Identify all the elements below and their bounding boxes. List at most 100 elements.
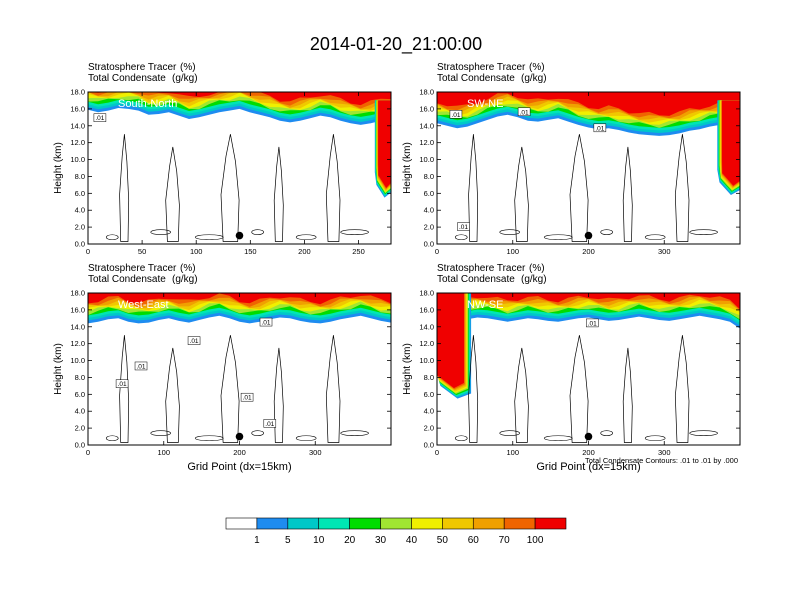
x-tick-label: 250 (352, 247, 365, 256)
contour-label-box (517, 107, 531, 117)
colorbar-label: 20 (344, 535, 356, 546)
x-tick-label: 50 (138, 247, 146, 256)
condensate-blob (454, 234, 468, 241)
condensate-blob (295, 435, 317, 442)
plot-area: .01 (437, 293, 740, 445)
contour-label: .01 (261, 320, 270, 327)
colorbar-swatch (534, 517, 567, 530)
y-tick-label: 8.0 (75, 172, 85, 181)
y-tick-label: 4.0 (75, 206, 85, 215)
condensate-blob (499, 430, 521, 436)
condensate-blob (543, 435, 573, 442)
colorbar-swatch (318, 517, 350, 530)
x-axis-label: Grid Point (dx=15km) (536, 461, 640, 473)
tracer-band-10 (88, 92, 391, 106)
colorbar-swatch (442, 517, 474, 530)
x-tick-label: 200 (582, 448, 595, 457)
colorbar-label: 60 (468, 535, 480, 546)
condensate-blob (340, 229, 369, 235)
y-axis-label: Height (km) (402, 142, 413, 194)
contour-label: .01 (243, 395, 252, 402)
y-tick-label: 14.0 (70, 322, 85, 331)
panel-west-east: .01 .01 .01 .01 .01 .01 West-East 0.0 2.0 4.0 6.0 8… (53, 263, 392, 473)
y-tick-label: 18.0 (419, 289, 434, 298)
colorbar-swatch (349, 517, 381, 530)
contour-label: .01 (520, 109, 529, 116)
y-tick-label: 8.0 (424, 373, 434, 382)
plot-area: .01 (88, 92, 391, 244)
y-tick-label: 0.0 (424, 441, 434, 450)
condensate-contour (119, 335, 130, 443)
y-tick-label: 2.0 (424, 223, 434, 232)
y-tick-label: 16.0 (70, 104, 85, 113)
x-tick-label: 0 (435, 448, 439, 457)
contour-label: .01 (137, 363, 146, 370)
region-label: South-North (118, 98, 177, 110)
y-axis-label: Height (km) (53, 343, 64, 395)
condensate-blob (543, 234, 573, 241)
location-marker (235, 231, 244, 240)
colorbar-swatch (256, 517, 289, 530)
condensate-contour (273, 146, 284, 242)
x-tick-label: 0 (435, 247, 439, 256)
y-tick-label: 6.0 (424, 189, 434, 198)
plot-background (437, 293, 740, 445)
x-tick-label: 200 (233, 448, 246, 457)
condensate-blob (194, 435, 224, 442)
y-tick-label: 2.0 (75, 424, 85, 433)
condensate-contour (165, 347, 180, 443)
y-tick-label: 12.0 (70, 339, 85, 348)
contour-label-box (187, 336, 201, 345)
x-tick-label: 0 (86, 448, 90, 457)
condensate-blob (251, 430, 264, 436)
y-tick-label: 8.0 (424, 172, 434, 181)
y-tick-label: 14.0 (419, 121, 434, 130)
y-tick-label: 12.0 (70, 138, 85, 147)
field2-label: Total Condensate (88, 274, 166, 285)
region-label: SW-NE (467, 98, 503, 110)
x-axis-label: Grid Point (dx=15km) (187, 461, 291, 473)
contour-label-box (586, 318, 599, 328)
location-marker (584, 231, 593, 240)
colorbar-swatch (472, 517, 505, 530)
contour-label: .01 (451, 112, 460, 119)
y-tick-label: 6.0 (424, 390, 434, 399)
condensate-blob (600, 229, 613, 235)
condensate-blob (105, 234, 119, 241)
field1-label: Stratosphere Tracer (88, 263, 177, 274)
y-tick-label: 2.0 (75, 223, 85, 232)
condensate-contour (674, 134, 690, 242)
panel-sw-ne: .01 .01 .01 .01 SW-NE 0.0 2.0 4.0 6.0 8.0 10.0 12.0… (402, 62, 741, 256)
colorbar-label: 70 (499, 535, 511, 546)
location-marker (235, 432, 244, 441)
x-tick-label: 200 (298, 247, 311, 256)
contour-label-box (134, 361, 148, 371)
contour-note: Total Condensate Contours: .01 to .01 by… (585, 456, 738, 465)
x-tick-label: 100 (190, 247, 203, 256)
x-tick-label: 100 (506, 448, 519, 457)
condensate-contour (468, 134, 479, 242)
y-tick-label: 4.0 (424, 407, 434, 416)
y-tick-label: 14.0 (419, 322, 434, 331)
colorbar-label: 5 (285, 535, 291, 546)
tracer-intrusion-10 (437, 293, 464, 389)
contour-label-box (93, 113, 107, 122)
y-tick-label: 10.0 (419, 356, 434, 365)
region-label: West-East (118, 299, 169, 311)
y-tick-label: 10.0 (70, 155, 85, 164)
y-tick-label: 10.0 (70, 356, 85, 365)
colorbar-swatch (225, 517, 258, 530)
y-tick-label: 4.0 (75, 407, 85, 416)
y-tick-label: 8.0 (75, 373, 85, 382)
y-tick-label: 4.0 (424, 206, 434, 215)
field2-label: Total Condensate (437, 73, 515, 84)
contour-label-box (240, 392, 254, 402)
condensate-blob (150, 430, 172, 436)
colorbar-swatch (380, 517, 412, 530)
field2-units: (g/kg) (172, 274, 198, 285)
field1-label: Stratosphere Tracer (437, 62, 526, 73)
contour-label: .01 (190, 338, 199, 345)
condensate-blob (454, 435, 468, 442)
field1-label: Stratosphere Tracer (88, 62, 177, 73)
